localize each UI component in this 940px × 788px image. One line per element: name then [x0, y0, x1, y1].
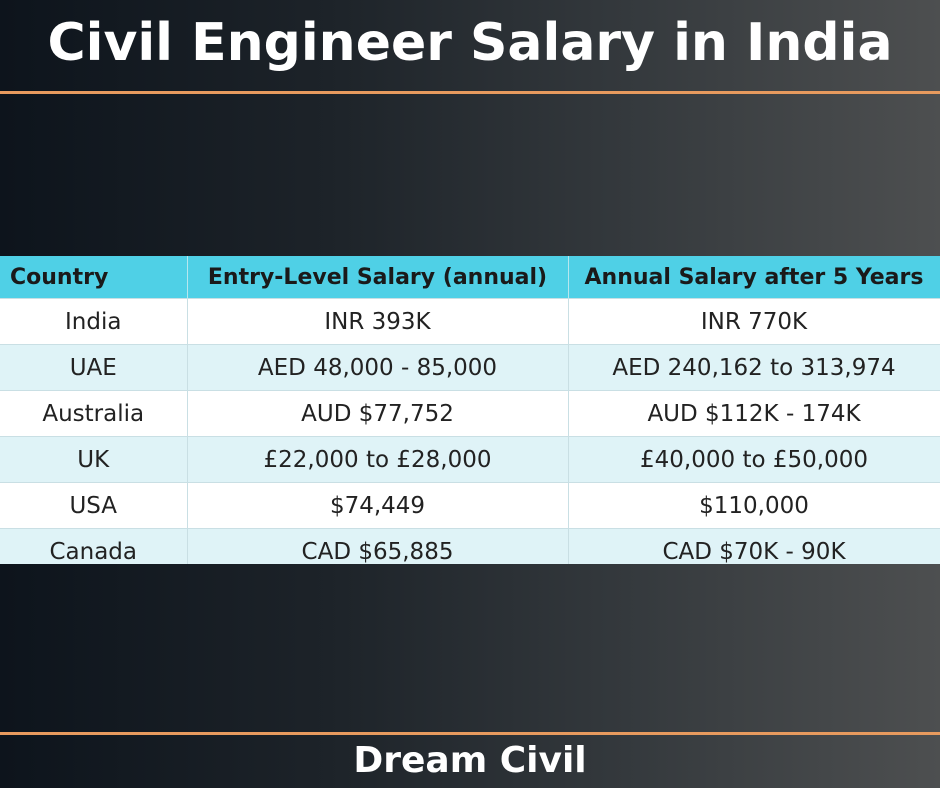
five-year-salary-cell: AUD $112K - 174K — [568, 390, 940, 437]
entry-salary-cell: AED 48,000 - 85,000 — [187, 344, 569, 391]
header-entry-level-salary: Entry-Level Salary (annual) — [187, 256, 569, 299]
table-row: USA $74,449 $110,000 — [0, 482, 940, 529]
table-row: Canada CAD $65,885 CAD $70K - 90K — [0, 528, 940, 564]
entry-salary-cell: $74,449 — [187, 482, 569, 529]
entry-salary-cell: AUD $77,752 — [187, 390, 569, 437]
table-row: UK £22,000 to £28,000 £40,000 to £50,000 — [0, 436, 940, 483]
entry-salary-cell: £22,000 to £28,000 — [187, 436, 569, 483]
footer-brand: Dream Civil — [353, 740, 587, 781]
five-year-salary-cell: $110,000 — [568, 482, 940, 529]
header-salary-after-5-years: Annual Salary after 5 Years — [568, 256, 940, 299]
five-year-salary-cell: AED 240,162 to 313,974 — [568, 344, 940, 391]
table-header-row: Country Entry-Level Salary (annual) Annu… — [0, 256, 940, 299]
country-cell: UAE — [0, 344, 188, 391]
table-row: UAE AED 48,000 - 85,000 AED 240,162 to 3… — [0, 344, 940, 391]
entry-salary-cell: INR 393K — [187, 298, 569, 345]
entry-salary-cell: CAD $65,885 — [187, 528, 569, 564]
five-year-salary-cell: CAD $70K - 90K — [568, 528, 940, 564]
table-row: Australia AUD $77,752 AUD $112K - 174K — [0, 390, 940, 437]
country-cell: USA — [0, 482, 188, 529]
salary-table: Country Entry-Level Salary (annual) Annu… — [0, 256, 940, 564]
bottom-divider — [0, 732, 940, 735]
header-country: Country — [0, 256, 188, 299]
country-cell: UK — [0, 436, 188, 483]
country-cell: Canada — [0, 528, 188, 564]
country-cell: India — [0, 298, 188, 345]
page-title: Civil Engineer Salary in India — [47, 13, 893, 73]
country-cell: Australia — [0, 390, 188, 437]
five-year-salary-cell: £40,000 to £50,000 — [568, 436, 940, 483]
table-row: India INR 393K INR 770K — [0, 298, 940, 345]
five-year-salary-cell: INR 770K — [568, 298, 940, 345]
top-divider — [0, 91, 940, 94]
